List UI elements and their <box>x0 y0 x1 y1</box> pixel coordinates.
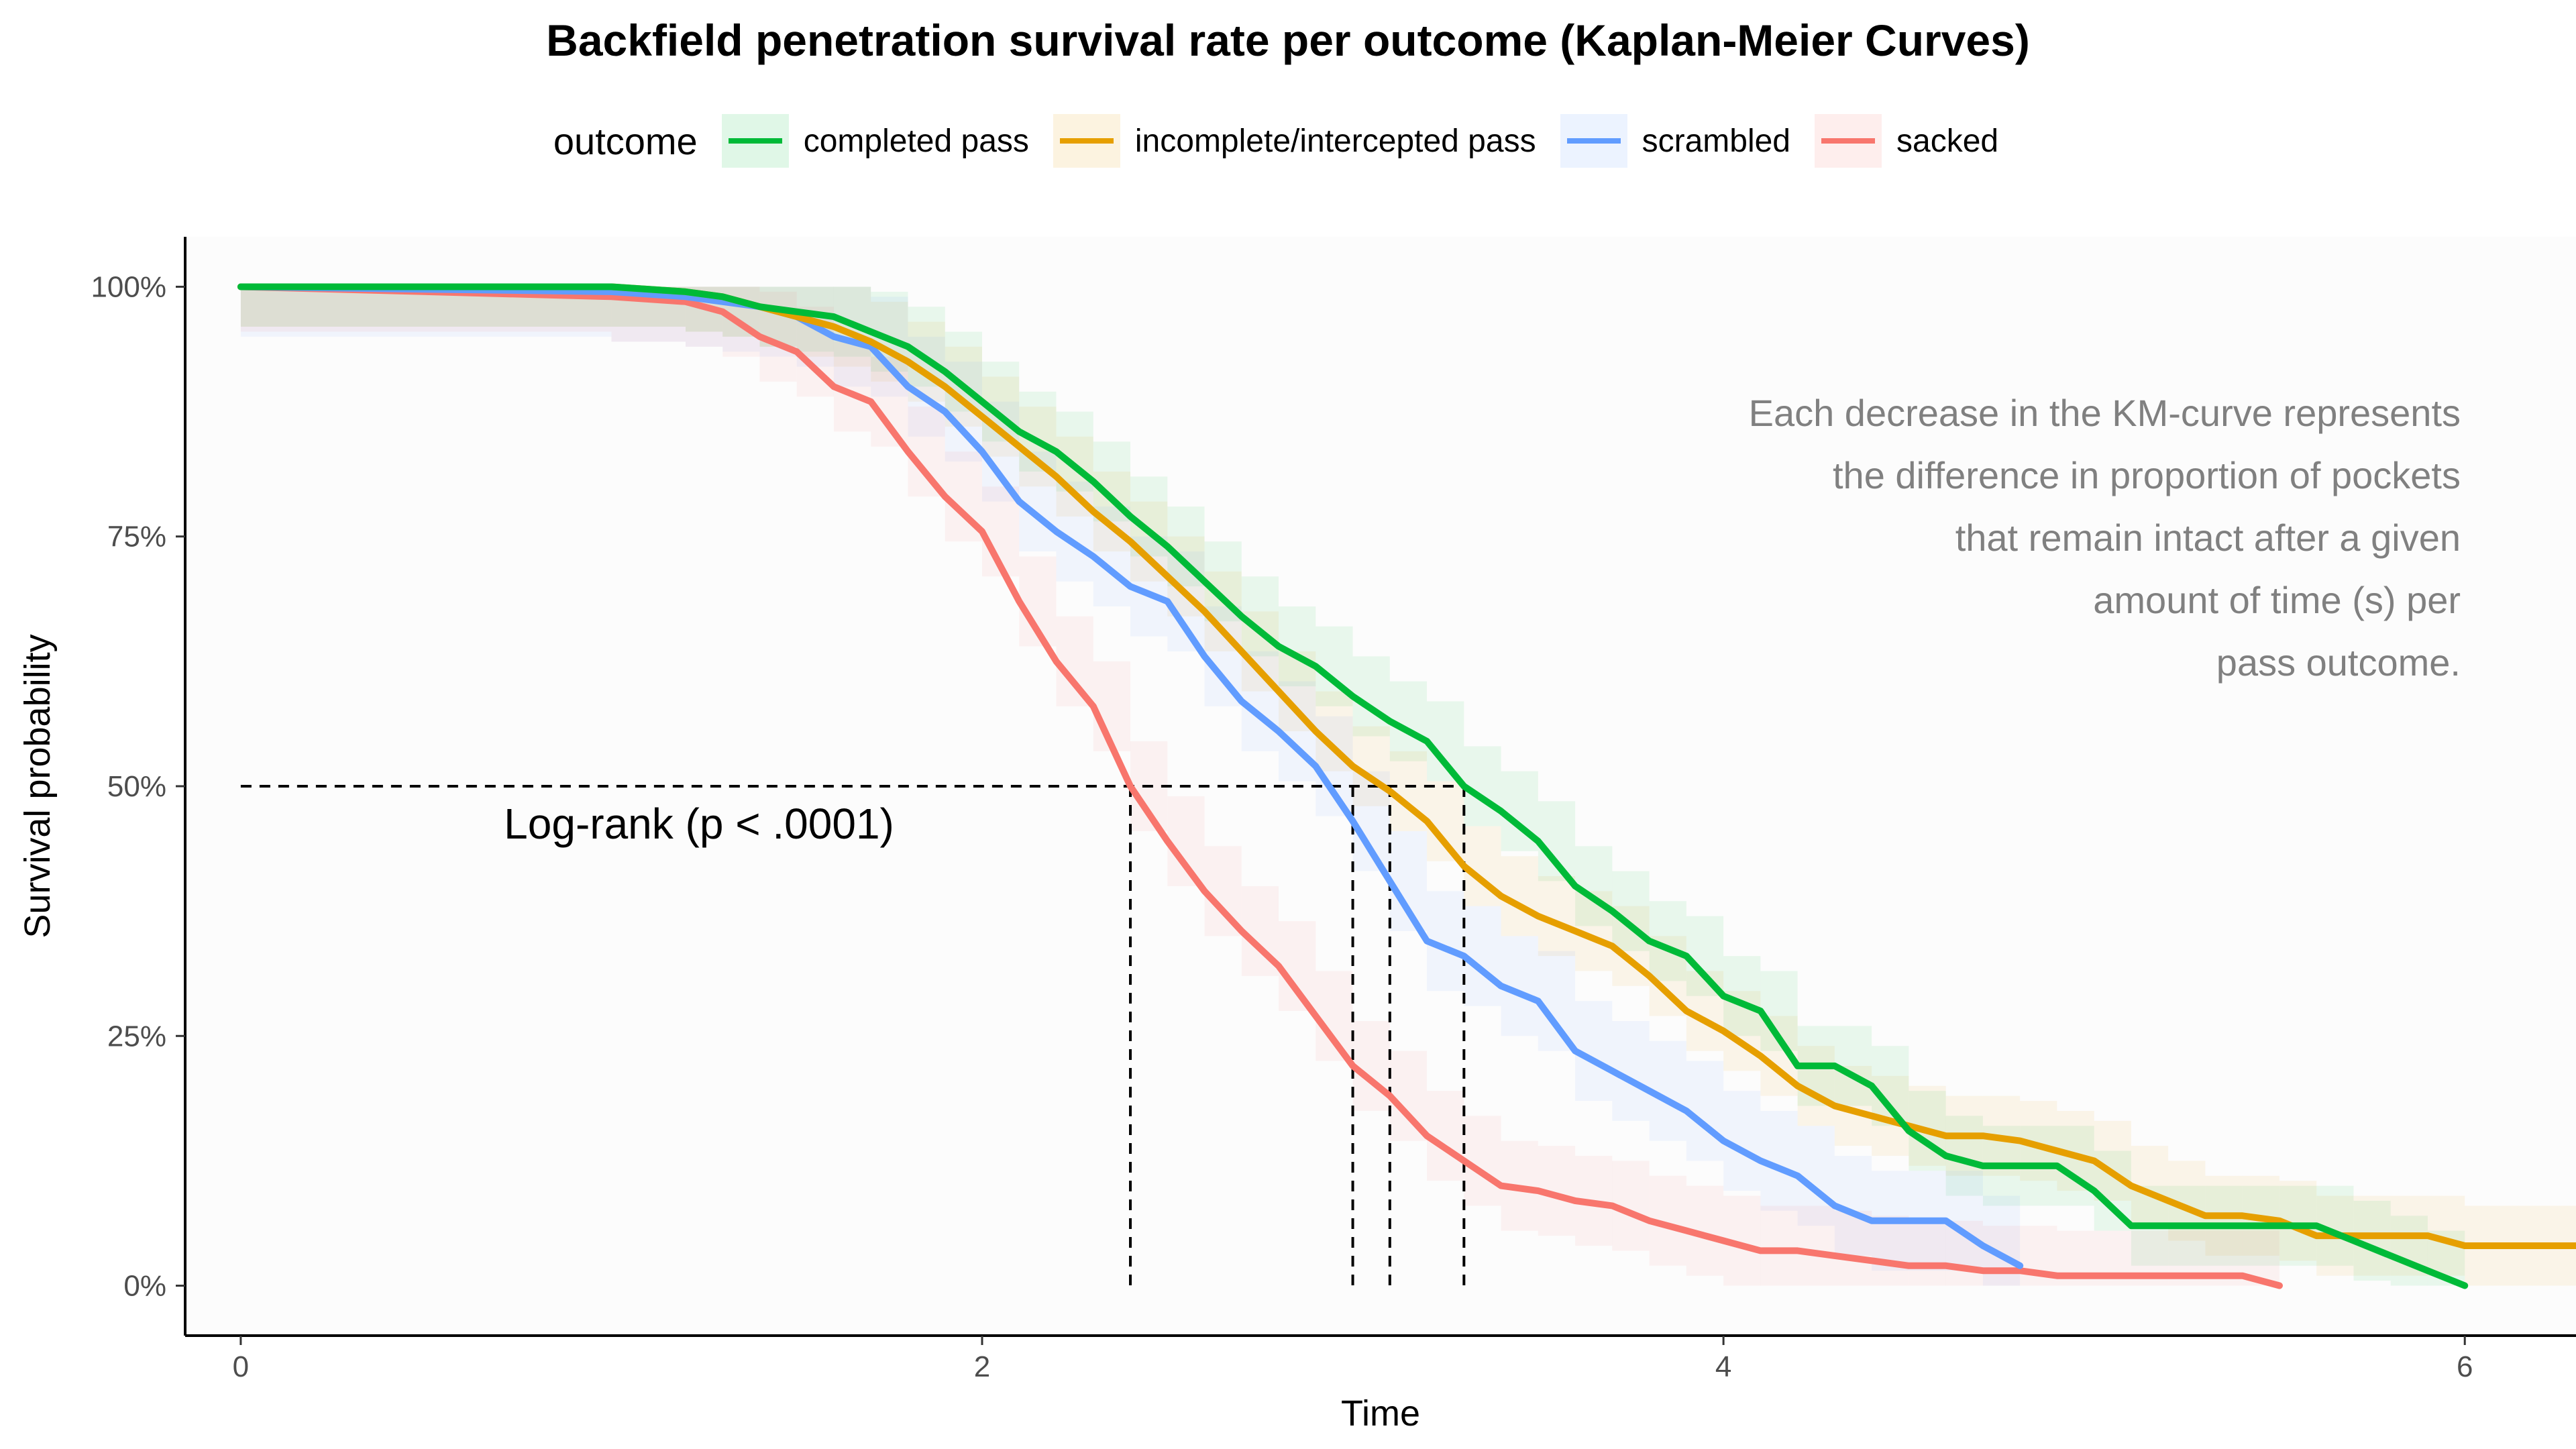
band-1-20 <box>1352 726 1390 806</box>
band-2-36 <box>1945 1171 1983 1271</box>
band-1-22 <box>1427 781 1464 861</box>
chart-title: Backfield penetration survival rate per … <box>546 15 2030 65</box>
annotation-line-1: the difference in proportion of pockets <box>1833 454 2461 496</box>
y-tick-label-2: 50% <box>107 770 166 803</box>
curve-0 <box>237 283 2469 1289</box>
band-3-22 <box>1427 1091 1464 1181</box>
band-0-48 <box>2390 1216 2428 1286</box>
band-0-26 <box>1575 846 1613 926</box>
x-tick-label-1: 2 <box>974 1350 990 1383</box>
band-3-13 <box>1093 661 1131 751</box>
y-tick-label-3: 75% <box>107 521 166 553</box>
band-3-19 <box>1316 971 1353 1061</box>
band-2-13 <box>1093 506 1131 606</box>
band-3-18 <box>1279 921 1316 1012</box>
x-tick-label-3: 6 <box>2457 1350 2473 1383</box>
band-2-25 <box>1538 951 1576 1051</box>
band-3-20 <box>1352 1020 1390 1111</box>
band-1-40 <box>2094 1120 2131 1201</box>
legend-title: outcome <box>553 119 698 162</box>
y-tick-label-1: 25% <box>107 1020 166 1053</box>
band-0-20 <box>1352 656 1390 737</box>
band-3-32 <box>1797 1205 1835 1286</box>
x-tick-label-0: 0 <box>233 1350 249 1383</box>
annotation-line-3: amount of time (s) per <box>2093 579 2461 621</box>
curve-2 <box>237 283 2024 1269</box>
legend-label-2: scrambled <box>1642 123 1790 159</box>
band-3-12 <box>1056 616 1093 706</box>
band-2-11 <box>1019 451 1057 552</box>
y-axis-title: Survival probability <box>17 634 58 938</box>
legend-key-0 <box>721 114 789 168</box>
legend-key-3 <box>1815 114 1882 168</box>
band-2-17 <box>1241 651 1279 751</box>
annotation-line-2: that remain intact after a given <box>1955 517 2461 559</box>
x-axis-ticks: 0 2 4 6 <box>233 1336 2473 1383</box>
survival-curves <box>237 283 2576 1289</box>
band-3-31 <box>1760 1205 1798 1286</box>
curve-1 <box>237 283 2576 1249</box>
band-2-19 <box>1316 716 1353 816</box>
band-0-23 <box>1464 746 1501 826</box>
legend-key-2 <box>1560 114 1627 168</box>
band-3-33 <box>1834 1210 1872 1286</box>
legend-item-1: incomplete/intercepted pass <box>1053 114 1536 168</box>
legend-key-1 <box>1053 114 1120 168</box>
band-2-32 <box>1797 1126 1835 1226</box>
legend-item-0: completed pass <box>721 114 1029 168</box>
annotation-line-0: Each decrease in the KM-curve represents <box>1749 392 2461 434</box>
annotation-text: Each decrease in the KM-curve represents… <box>1749 392 2461 684</box>
y-axis-ticks: 0% 25% 50% 75% 100% <box>91 270 185 1303</box>
legend-item-3: sacked <box>1815 114 1998 168</box>
legend-label-3: sacked <box>1896 123 1999 159</box>
curve-3 <box>237 283 2283 1289</box>
band-2-23 <box>1464 906 1501 1006</box>
y-tick-label-0: 0% <box>123 1270 166 1303</box>
legend: outcome completed pass incomplete/interce… <box>0 114 2576 168</box>
band-3-23 <box>1464 1116 1501 1206</box>
band-0-39 <box>2057 1126 2094 1206</box>
band-3-35 <box>1909 1220 1946 1286</box>
x-axis-title: Time <box>1341 1393 1420 1434</box>
legend-item-2: scrambled <box>1560 114 1790 168</box>
x-tick-label-2: 4 <box>1715 1350 1731 1383</box>
band-3-34 <box>1872 1216 1909 1286</box>
legend-label-1: incomplete/intercepted pass <box>1134 123 1536 159</box>
band-3-8 <box>908 407 945 497</box>
band-0-29 <box>1686 916 1724 996</box>
band-2-29 <box>1686 1061 1724 1161</box>
legend-label-0: completed pass <box>803 123 1029 159</box>
annotation-line-4: pass outcome. <box>2216 641 2461 684</box>
band-0-25 <box>1538 801 1576 881</box>
band-3-15 <box>1167 796 1205 886</box>
y-tick-label-4: 100% <box>91 270 166 303</box>
band-0-22 <box>1427 701 1464 782</box>
pvalue-label: Log-rank (p < .0001) <box>504 800 894 848</box>
